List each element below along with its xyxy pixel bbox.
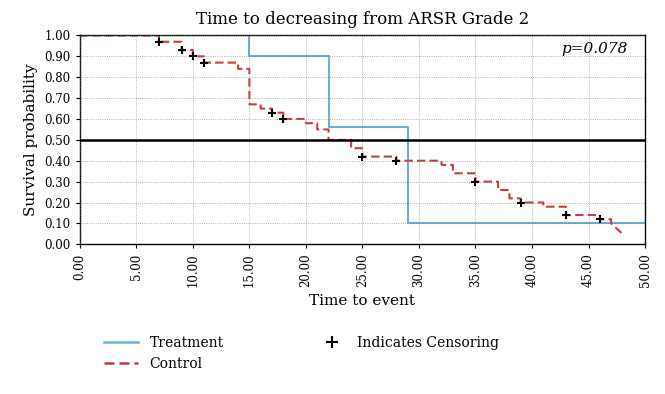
X-axis label: Time to event: Time to event: [309, 294, 416, 308]
Text: p=0.078: p=0.078: [562, 42, 628, 56]
Y-axis label: Survival probability: Survival probability: [23, 63, 38, 216]
Legend: Indicates Censoring: Indicates Censoring: [313, 331, 505, 356]
Title: Time to decreasing from ARSR Grade 2: Time to decreasing from ARSR Grade 2: [196, 11, 529, 28]
